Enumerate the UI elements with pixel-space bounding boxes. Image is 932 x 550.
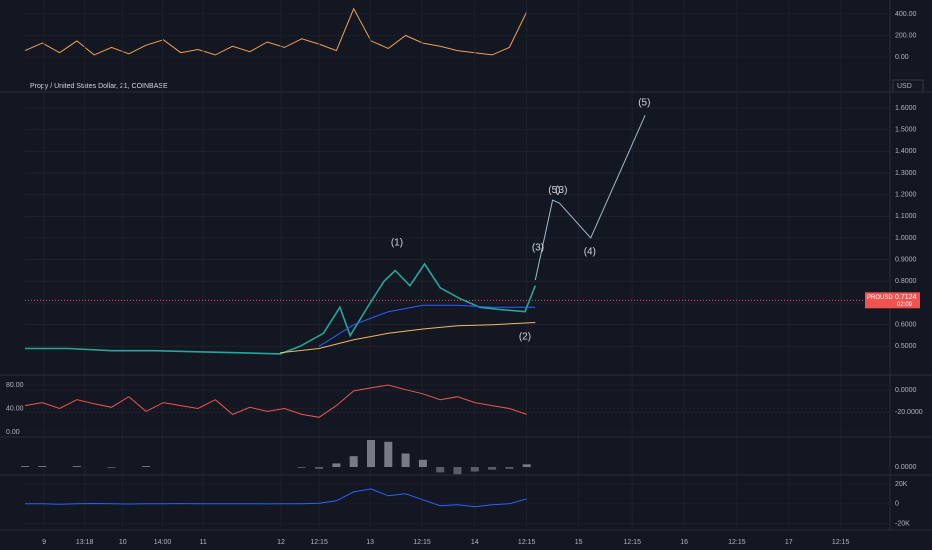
currency: USD [897,83,912,90]
histogram-bar [436,467,445,473]
countdown-label: 02:09 [897,302,913,308]
wave-label: (2) [519,332,531,343]
y2-tick-label: 0.0000 [895,387,917,394]
wave-label: (3) [555,185,567,196]
histogram-bar [349,456,358,467]
x-tick-label: 12:15 [518,539,536,546]
histogram-bar [107,467,116,468]
histogram-bar [332,463,341,467]
histogram-bar [505,467,514,469]
x-tick-label: 15 [575,539,583,546]
wave-label: (5) [638,98,650,109]
y-tick-label: -20K [895,520,910,527]
y-tick-label: 0.8000 [895,278,917,285]
x-tick-label: 17 [785,539,793,546]
y2-tick-label: -20.0000 [895,409,923,416]
histogram-bar [315,467,324,469]
histogram-bar [522,464,531,467]
series-line [534,114,646,281]
y-tick-label: 0.9000 [895,257,917,264]
y-tick-label: 0.0000 [895,464,917,471]
histogram-bar [21,466,29,467]
series-line [24,384,527,418]
series-line [280,322,536,354]
x-tick-label: 12:15 [310,539,328,546]
y-tick-label: 40.00 [6,405,24,412]
y-tick-label: 0.6000 [895,322,917,329]
y-tick-label: 1.1000 [895,213,917,220]
histogram-bar [384,441,393,467]
y-tick-label: 1.2000 [895,192,917,199]
x-tick-label: 9 [42,539,46,546]
x-tick-label: 13 [366,539,374,546]
histogram-bar [401,453,410,467]
wave-label: (3) [532,243,544,254]
x-tick-label: 13:18 [76,539,94,546]
x-tick-label: 12:15 [623,539,641,546]
histogram-bar [38,466,47,467]
y-tick-label: 1.0000 [895,235,917,242]
wave-label: (4) [584,247,596,258]
last-price-label: 0.7124 [895,294,917,301]
y-tick-label: 1.4000 [895,148,917,155]
series-line [25,262,537,355]
series-line [25,488,527,508]
y-tick-label: 20K [895,481,908,488]
symbol-label: PROUSD [867,295,893,301]
y-tick-label: 0.00 [895,54,909,61]
x-tick-label: 16 [680,539,688,546]
histogram-bar [488,467,497,470]
last-price-box [865,292,920,309]
x-tick-label: 14 [471,539,479,546]
y-tick-label: 80.00 [6,382,24,389]
x-tick-label: 14:00 [154,539,172,546]
histogram-bar [418,459,427,467]
y-tick-label: 0.5000 [895,343,917,350]
x-tick-label: 11 [200,539,207,546]
x-tick-label: 12:15 [728,539,746,546]
x-tick-label: 10 [119,539,127,546]
series-line [318,304,536,347]
y-tick-label: 0.00 [6,429,20,436]
wave-label: (1) [391,238,403,249]
x-tick-label: 12:15 [832,539,850,546]
series-line [24,7,528,56]
y-tick-label: 400.00 [895,11,917,18]
histogram-bar [72,466,81,467]
histogram-bar [297,467,306,468]
y-tick-label: 1.5000 [895,127,917,134]
x-tick-label: 12:15 [413,539,431,546]
x-tick-label: 12 [277,539,285,546]
histogram-bar [470,467,479,472]
y-tick-label: 200.00 [895,32,917,39]
histogram-bar [367,440,375,467]
histogram-bar [453,467,462,475]
symbol-title: Propy / United States Dollar, 21, COINBA… [30,83,168,90]
y-tick-label: 0 [895,501,899,508]
histogram-bar [142,466,151,467]
y-tick-label: 1.6000 [895,105,917,112]
wave-label: (5) [548,185,560,196]
y-tick-label: 1.3000 [895,170,917,177]
